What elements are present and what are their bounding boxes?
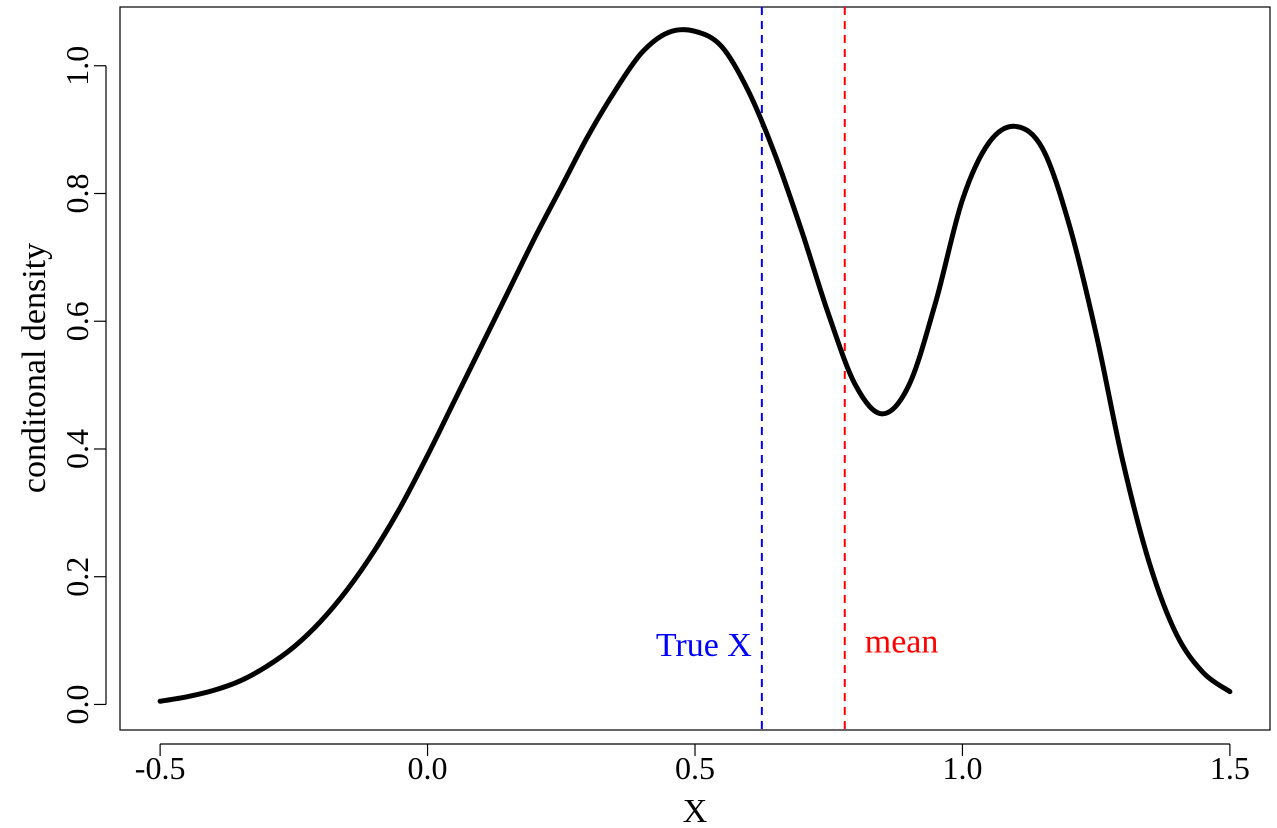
y-tick-label: 0.6 (59, 301, 95, 341)
x-tick-label: 1.5 (1210, 750, 1250, 786)
y-tick-label: 0.2 (59, 557, 95, 597)
y-tick-label: 0.4 (59, 429, 95, 469)
x-tick-label: 1.0 (942, 750, 982, 786)
y-tick-label: 0.0 (59, 684, 95, 724)
x-axis: -0.5 0.0 0.5 1.0 1.5 (135, 743, 1250, 786)
density-curve (157, 27, 1233, 704)
y-tick-label: 1.0 (59, 46, 95, 86)
vline-label: True X (656, 627, 752, 664)
x-axis-title: X (683, 793, 708, 828)
plot-box (119, 6, 1271, 731)
x-tick-label: -0.5 (135, 750, 186, 786)
x-tick-label: 0.0 (408, 750, 448, 786)
reference-lines: True X mean (656, 7, 939, 730)
y-axis: 0.0 0.2 0.4 0.6 0.8 1.0 (59, 46, 107, 724)
vline-label: mean (865, 624, 939, 661)
y-axis-title: conditonal density (16, 243, 53, 493)
x-tick-label: 0.5 (675, 750, 715, 786)
y-tick-label: 0.8 (59, 173, 95, 213)
